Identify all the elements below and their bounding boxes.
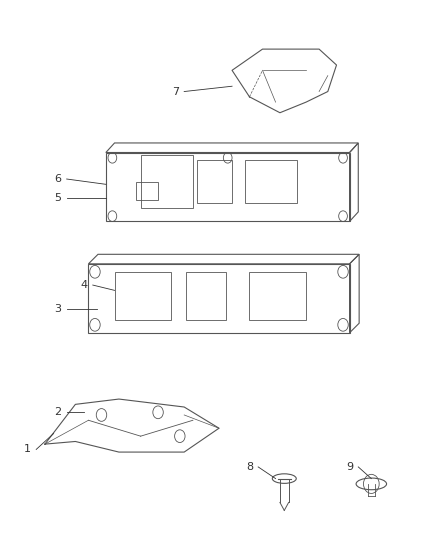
Text: 7: 7 xyxy=(172,86,179,96)
Text: 3: 3 xyxy=(54,304,61,314)
Text: 4: 4 xyxy=(81,280,88,290)
Text: 9: 9 xyxy=(346,462,353,472)
Text: 8: 8 xyxy=(246,462,253,472)
Text: 1: 1 xyxy=(24,445,31,455)
Text: 6: 6 xyxy=(54,174,61,184)
Text: 2: 2 xyxy=(54,407,61,417)
Text: 5: 5 xyxy=(54,192,61,203)
